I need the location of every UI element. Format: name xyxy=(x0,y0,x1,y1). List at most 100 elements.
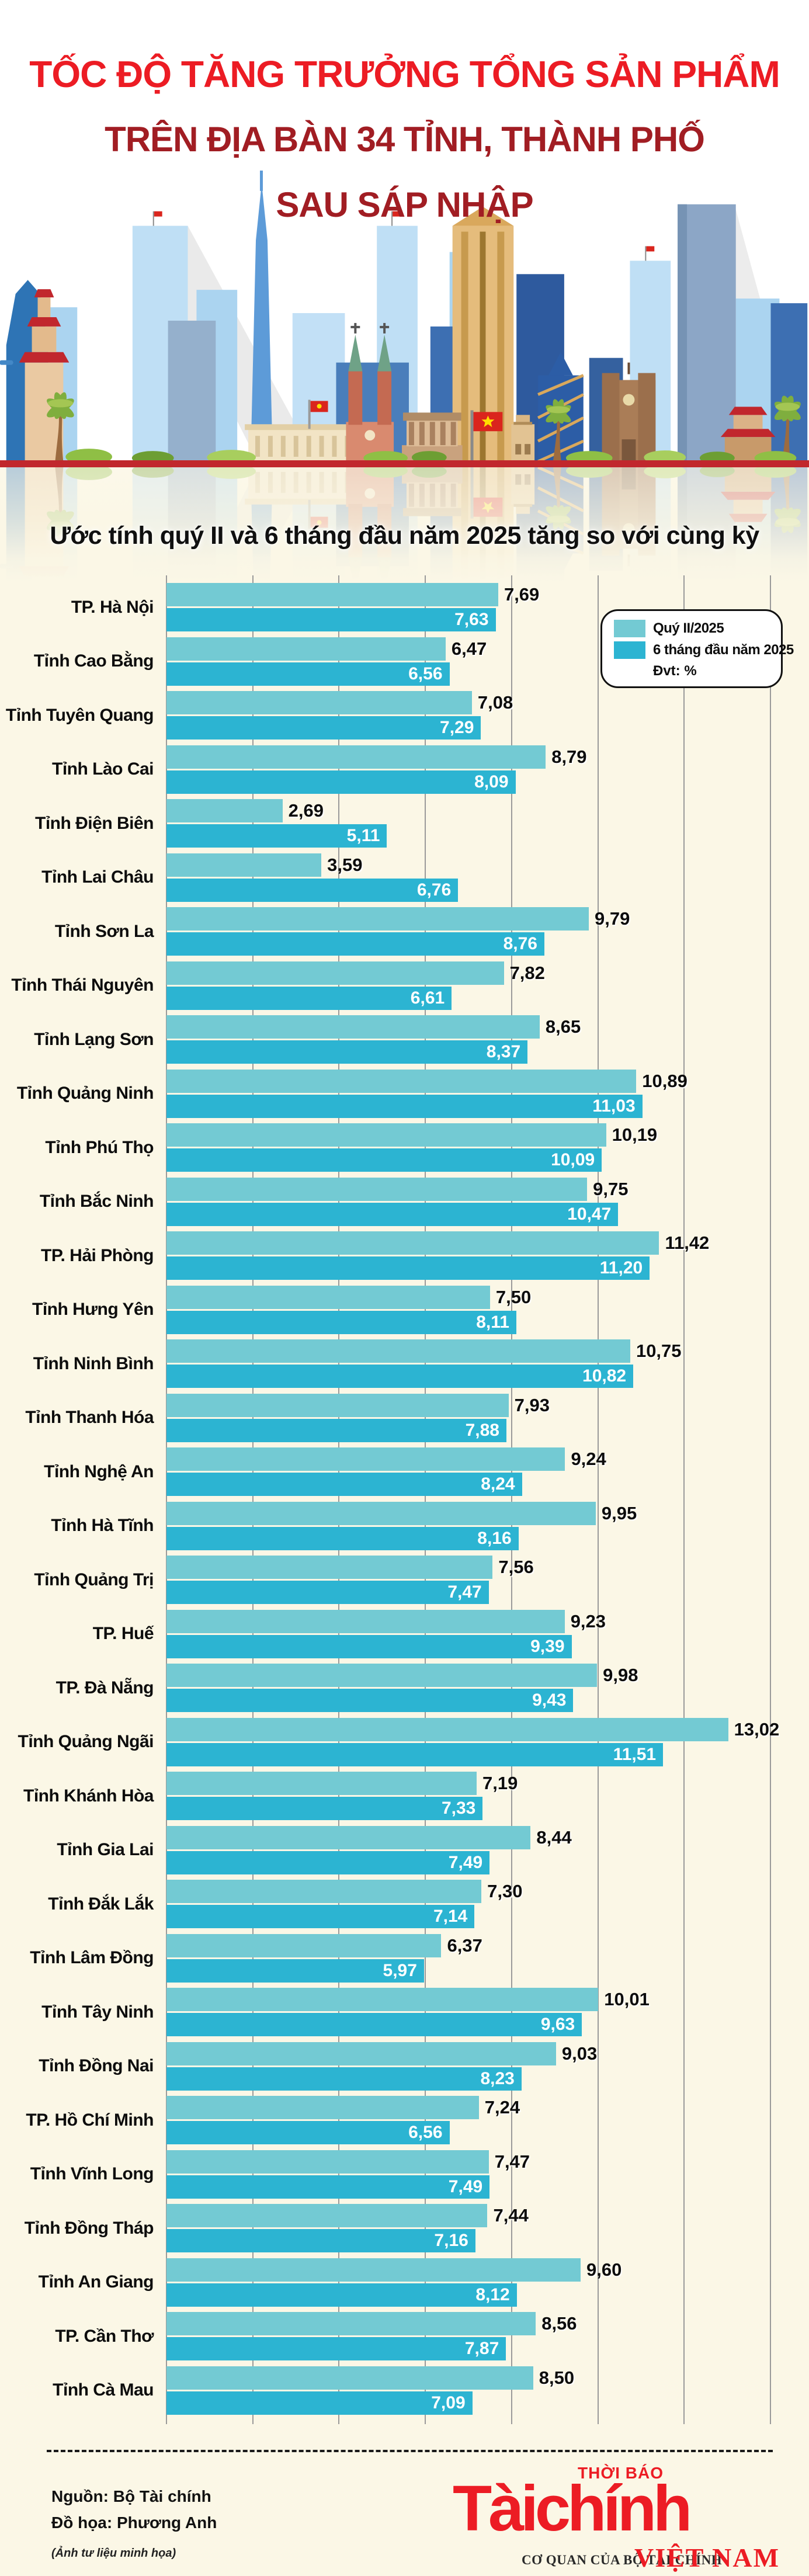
value-label-6-thang-dau-nam-2025: 8,16 xyxy=(477,1528,512,1548)
value-label-quy-II-2025: 7,08 xyxy=(477,692,513,713)
value-label-quy-II-2025: 7,24 xyxy=(484,2097,520,2117)
bar-6-thang-dau-nam-2025: 8,23 xyxy=(166,2067,522,2091)
value-label-quy-II-2025: 7,19 xyxy=(482,1773,518,1793)
publisher-logo: Tàichính THỜI BÁO CƠ QUAN CỦA BỘ TÀI CHÍ… xyxy=(453,2464,780,2572)
bar-quy-II-2025: 6,37 xyxy=(166,1933,482,1957)
value-label-6-thang-dau-nam-2025: 7,88 xyxy=(465,1420,499,1440)
value-label-quy-II-2025: 8,56 xyxy=(541,2313,577,2334)
category-label: Tỉnh Nghệ An xyxy=(44,1461,154,1481)
category-label: Tỉnh Quảng Ninh xyxy=(16,1084,154,1103)
page-title-line-3: SAU SÁP NHẬP xyxy=(276,185,533,224)
bar-6-thang-dau-nam-2025: 11,03 xyxy=(166,1094,643,1118)
value-label-6-thang-dau-nam-2025: 5,97 xyxy=(383,1960,417,1980)
category-label: Tỉnh Cà Mau xyxy=(53,2380,154,2400)
chart-row: Tỉnh Cao Bằng 6,47 6,56 xyxy=(0,637,809,692)
dashed-separator xyxy=(47,2450,773,2452)
value-label-6-thang-dau-nam-2025: 10,82 xyxy=(582,1366,627,1386)
category-label: Tỉnh Sơn La xyxy=(54,921,154,941)
bar-quy-II-2025: 9,03 xyxy=(166,2042,597,2065)
value-label-quy-II-2025: 6,37 xyxy=(447,1935,482,1956)
value-label-6-thang-dau-nam-2025: 8,76 xyxy=(503,934,537,953)
value-label-6-thang-dau-nam-2025: 7,49 xyxy=(448,1852,483,1872)
value-label-quy-II-2025: 9,60 xyxy=(586,2259,622,2280)
value-label-quy-II-2025: 10,19 xyxy=(612,1124,658,1145)
category-label: Tỉnh Gia Lai xyxy=(57,1840,154,1859)
bar-quy-II-2025: 7,56 xyxy=(166,1556,534,1579)
legend: Quý II/2025 6 tháng đầu năm 2025 Đvt: % xyxy=(600,609,794,688)
bar-quy-II-2025: 9,23 xyxy=(166,1609,606,1633)
value-label-quy-II-2025: 13,02 xyxy=(734,1719,780,1740)
chart-row: Tỉnh Lạng Sơn 8,65 8,37 xyxy=(0,1015,809,1070)
bar-6-thang-dau-nam-2025: 7,88 xyxy=(166,1418,506,1442)
gridline xyxy=(425,575,426,2424)
category-label: TP. Huế xyxy=(92,1624,154,1643)
category-label: Tỉnh Tuyên Quang xyxy=(5,705,154,725)
bar-quy-II-2025: 9,60 xyxy=(166,2258,621,2282)
chart-row: Tỉnh Cà Mau 8,50 7,09 xyxy=(0,2366,809,2421)
page-title-line-2: TRÊN ĐỊA BÀN 34 TỈNH, THÀNH PHỐ xyxy=(105,120,705,159)
chart-row: Tỉnh Lào Cai 8,79 8,09 xyxy=(0,745,809,800)
bar-6-thang-dau-nam-2025: 8,37 xyxy=(166,1040,528,1064)
value-label-6-thang-dau-nam-2025: 7,29 xyxy=(440,718,474,737)
chart-row: Tỉnh Quảng Ngãi 13,02 11,51 xyxy=(0,1717,809,1772)
chart-row: TP. Đà Nẵng 9,98 9,43 xyxy=(0,1664,809,1718)
value-label-quy-II-2025: 11,42 xyxy=(665,1233,710,1253)
chart-row: Tỉnh Phú Thọ 10,19 10,09 xyxy=(0,1123,809,1178)
bar-6-thang-dau-nam-2025: 11,20 xyxy=(166,1256,650,1280)
chart-subtitle: Ước tính quý II và 6 tháng đầu năm 2025 … xyxy=(50,522,759,550)
bar-6-thang-dau-nam-2025: 10,82 xyxy=(166,1365,634,1388)
bar-quy-II-2025: 7,08 xyxy=(166,691,513,714)
bar-quy-II-2025: 8,65 xyxy=(166,1015,581,1039)
category-label: Tỉnh Thái Nguyên xyxy=(11,975,154,995)
bar-quy-II-2025: 9,95 xyxy=(166,1501,637,1525)
source-text: Nguồn: Bộ Tài chính xyxy=(51,2487,211,2505)
value-label-quy-II-2025: 7,30 xyxy=(487,1881,523,1901)
bar-6-thang-dau-nam-2025: 9,39 xyxy=(166,1634,572,1658)
bar-quy-II-2025: 8,44 xyxy=(166,1825,572,1849)
chart-row: Tỉnh Thái Nguyên 7,82 6,61 xyxy=(0,961,809,1016)
bar-quy-II-2025: 7,44 xyxy=(166,2204,529,2227)
category-label: TP. Hải Phòng xyxy=(41,1245,154,1265)
chart-row: Tỉnh Nghệ An 9,24 8,24 xyxy=(0,1447,809,1502)
value-label-quy-II-2025: 9,23 xyxy=(570,1610,606,1631)
bar-quy-II-2025: 7,82 xyxy=(166,961,545,985)
bar-6-thang-dau-nam-2025: 10,09 xyxy=(166,1148,602,1172)
category-label: Tỉnh Lạng Sơn xyxy=(34,1029,154,1049)
gridline xyxy=(252,575,254,2424)
value-label-quy-II-2025: 6,47 xyxy=(451,638,487,659)
bar-6-thang-dau-nam-2025: 7,09 xyxy=(166,2391,473,2415)
bar-6-thang-dau-nam-2025: 7,49 xyxy=(166,1851,490,1874)
value-label-6-thang-dau-nam-2025: 6,76 xyxy=(416,880,452,900)
gridline xyxy=(338,575,340,2424)
chart-row: Tỉnh Tây Ninh 10,01 9,63 xyxy=(0,1988,809,2042)
bar-quy-II-2025: 9,79 xyxy=(166,907,630,931)
bar-quy-II-2025: 6,47 xyxy=(166,637,487,661)
bar-6-thang-dau-nam-2025: 7,33 xyxy=(166,1797,483,1820)
value-label-quy-II-2025: 10,01 xyxy=(604,1989,650,2009)
chart-row: Tỉnh Lai Châu 3,59 6,76 xyxy=(0,853,809,908)
legend-swatch-q2 xyxy=(614,620,645,637)
value-label-6-thang-dau-nam-2025: 8,24 xyxy=(481,1474,515,1494)
value-label-quy-II-2025: 8,50 xyxy=(539,2367,575,2388)
chart-row: TP. Hà Nội 7,69 7,63 xyxy=(0,583,809,637)
bar-6-thang-dau-nam-2025: 8,16 xyxy=(166,1526,519,1550)
category-label: Tỉnh Hà Tĩnh xyxy=(51,1516,154,1535)
chart-row: Tỉnh Quảng Ninh 10,89 11,03 xyxy=(0,1069,809,1124)
bar-quy-II-2025: 8,79 xyxy=(166,745,587,769)
gridline xyxy=(683,575,685,2424)
category-label: Tỉnh Ninh Bình xyxy=(33,1353,154,1373)
logo-country-text: VIỆT NAM xyxy=(634,2543,780,2572)
category-label: Tỉnh Lào Cai xyxy=(52,759,154,779)
chart-row: Tỉnh Quảng Trị 7,56 7,47 xyxy=(0,1556,809,1610)
value-label-6-thang-dau-nam-2025: 6,56 xyxy=(408,2123,443,2142)
bar-quy-II-2025: 7,50 xyxy=(166,1285,531,1309)
bar-6-thang-dau-nam-2025: 7,29 xyxy=(166,716,481,740)
value-label-6-thang-dau-nam-2025: 11,51 xyxy=(613,1744,657,1764)
page-title-line-1: TỐC ĐỘ TĂNG TRƯỞNG TỔNG SẢN PHẨM xyxy=(29,53,780,95)
bar-quy-II-2025: 10,19 xyxy=(166,1123,657,1147)
bar-quy-II-2025: 7,19 xyxy=(166,1772,518,1795)
value-label-quy-II-2025: 7,50 xyxy=(495,1286,532,1307)
value-label-6-thang-dau-nam-2025: 5,11 xyxy=(346,826,380,845)
value-label-6-thang-dau-nam-2025: 10,47 xyxy=(567,1204,612,1224)
bar-6-thang-dau-nam-2025: 8,76 xyxy=(166,932,544,956)
